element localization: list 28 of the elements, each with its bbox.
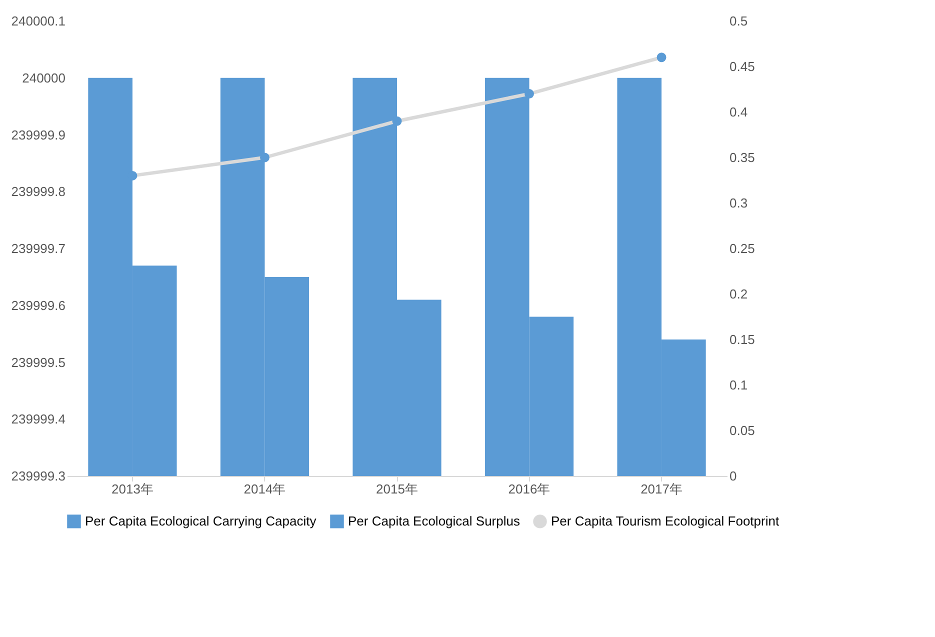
legend-label: Per Capita Tourism Ecological Footprint [551, 513, 780, 528]
y2-tick-label: 0.25 [730, 241, 755, 256]
legend-label: Per Capita Ecological Surplus [348, 513, 520, 528]
y-tick-label: 239999.9 [11, 127, 66, 142]
y-tick-label: 239999.8 [11, 184, 66, 200]
y-tick-label: 239999.3 [11, 468, 66, 484]
y2-tick-label: 0.4 [730, 104, 748, 120]
legend-label: Per Capita Ecological Carrying Capacity [85, 513, 317, 528]
y2-tick-label: 0.5 [730, 14, 748, 28]
x-tick-label: 2016年 [508, 482, 550, 496]
x-tick-label: 2015年 [376, 482, 418, 496]
y2-tick-label: 0.15 [730, 332, 755, 347]
y-tick-label: 239999.6 [11, 298, 66, 313]
x-tick-label: 2017年 [640, 482, 682, 496]
y-tick-label: 240000.1 [11, 14, 66, 28]
y2-tick-label: 0.2 [730, 286, 748, 302]
x-tick-label: 2014年 [244, 482, 286, 496]
y2-tick-label: 0.45 [730, 59, 755, 74]
y-tick-label: 239999.4 [11, 412, 66, 427]
x-tick-label: 2013年 [112, 482, 154, 496]
y2-tick-label: 0 [730, 468, 737, 484]
y2-tick-label: 0.1 [730, 378, 748, 392]
y-tick-label: 239999.5 [11, 354, 66, 370]
y-tick-label: 239999.7 [11, 241, 66, 256]
y2-tick-label: 0.05 [730, 423, 755, 438]
y-tick-label: 240000 [22, 70, 66, 86]
y2-tick-label: 0.35 [730, 150, 755, 165]
y2-tick-label: 0.3 [730, 196, 748, 210]
